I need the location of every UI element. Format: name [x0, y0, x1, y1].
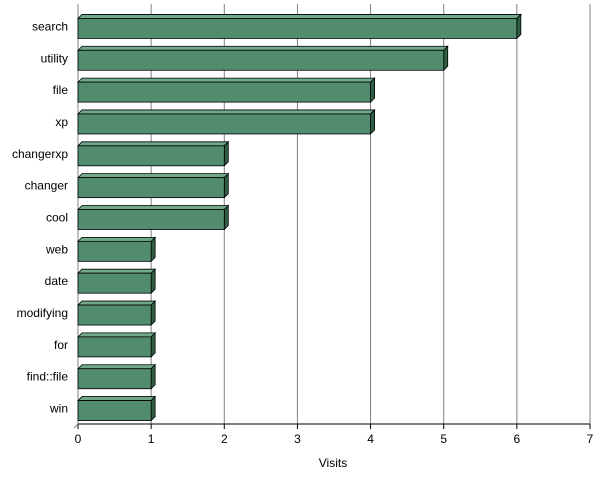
bar-side-face — [150, 236, 156, 263]
bar-top-face — [77, 364, 157, 370]
bar-side-face — [370, 77, 375, 104]
bar — [77, 363, 157, 390]
bar-top-face — [77, 396, 157, 401]
bar — [77, 172, 230, 199]
bar-top-face — [77, 141, 230, 147]
bar — [77, 108, 376, 135]
bar-top-face — [77, 173, 230, 179]
category-label: modifying — [17, 306, 68, 320]
bar — [77, 395, 157, 422]
x-tick-label: 2 — [221, 432, 228, 446]
bar-side-face — [223, 204, 229, 231]
bar-front-face — [77, 81, 371, 103]
bar — [77, 77, 376, 104]
bar-front-face — [77, 400, 152, 421]
category-label: changerxp — [12, 147, 68, 161]
bar-top-face — [77, 109, 376, 115]
bar-side-face — [370, 108, 375, 135]
bar-side-face — [223, 140, 229, 167]
bars — [77, 13, 522, 422]
bar-side-face — [150, 363, 156, 390]
bar — [77, 331, 157, 358]
x-tick-label: 1 — [148, 432, 155, 446]
category-label: search — [32, 19, 68, 33]
category-label: xp — [55, 115, 68, 129]
bar — [77, 268, 157, 295]
x-tick-label: 7 — [587, 432, 594, 446]
bar-top-face — [77, 45, 449, 51]
bar-side-face — [150, 395, 156, 422]
category-label: cool — [46, 211, 68, 225]
bar-top-face — [77, 205, 230, 210]
bar-front-face — [77, 18, 518, 39]
x-tick-label: 4 — [367, 432, 374, 446]
bar-front-face — [77, 209, 225, 230]
category-label: win — [49, 402, 68, 416]
x-tick-labels: 0 1 2 3 4 5 6 7 — [75, 432, 594, 446]
category-label: file — [53, 83, 69, 97]
category-label: date — [45, 274, 69, 288]
bar-top-face — [77, 236, 157, 242]
bar-front-face — [77, 368, 152, 390]
category-label: find::file — [27, 370, 69, 384]
bar-side-face — [150, 268, 156, 295]
x-tick-label: 6 — [514, 432, 521, 446]
bar — [77, 13, 522, 40]
bar-top-face — [77, 14, 522, 19]
axis-depth-edge — [73, 423, 79, 429]
bar-top-face — [77, 77, 376, 83]
category-labels: search utility file xp changerxp changer cool w… — [12, 19, 68, 415]
bar — [77, 45, 449, 72]
category-label: for — [54, 338, 68, 352]
bar-front-face — [77, 177, 225, 199]
category-label: changer — [25, 179, 68, 193]
category-label: web — [45, 242, 68, 256]
bar-front-face — [77, 240, 152, 262]
bar-front-face — [77, 336, 152, 358]
bar-front-face — [77, 145, 225, 167]
grid-lines — [150, 4, 591, 424]
bar-top-face — [77, 300, 157, 306]
bar-side-face — [223, 172, 229, 199]
bar-side-face — [150, 300, 156, 327]
bar-side-face — [443, 45, 449, 72]
bar — [77, 300, 157, 327]
bar — [77, 236, 157, 263]
bar — [77, 204, 230, 231]
x-tick-label: 3 — [294, 432, 301, 446]
bar-front-face — [77, 272, 152, 294]
x-tick-label: 0 — [75, 432, 82, 446]
bar-top-face — [77, 268, 157, 274]
bar-side-face — [150, 331, 156, 358]
bar-front-face — [77, 49, 445, 71]
bar-front-face — [77, 113, 371, 135]
bar-side-face — [516, 13, 522, 40]
bar-top-face — [77, 332, 157, 338]
x-tick-label: 5 — [440, 432, 447, 446]
bar — [77, 140, 230, 167]
category-label: utility — [41, 51, 68, 65]
x-axis-title: Visits — [319, 456, 347, 470]
bar-front-face — [77, 304, 152, 326]
